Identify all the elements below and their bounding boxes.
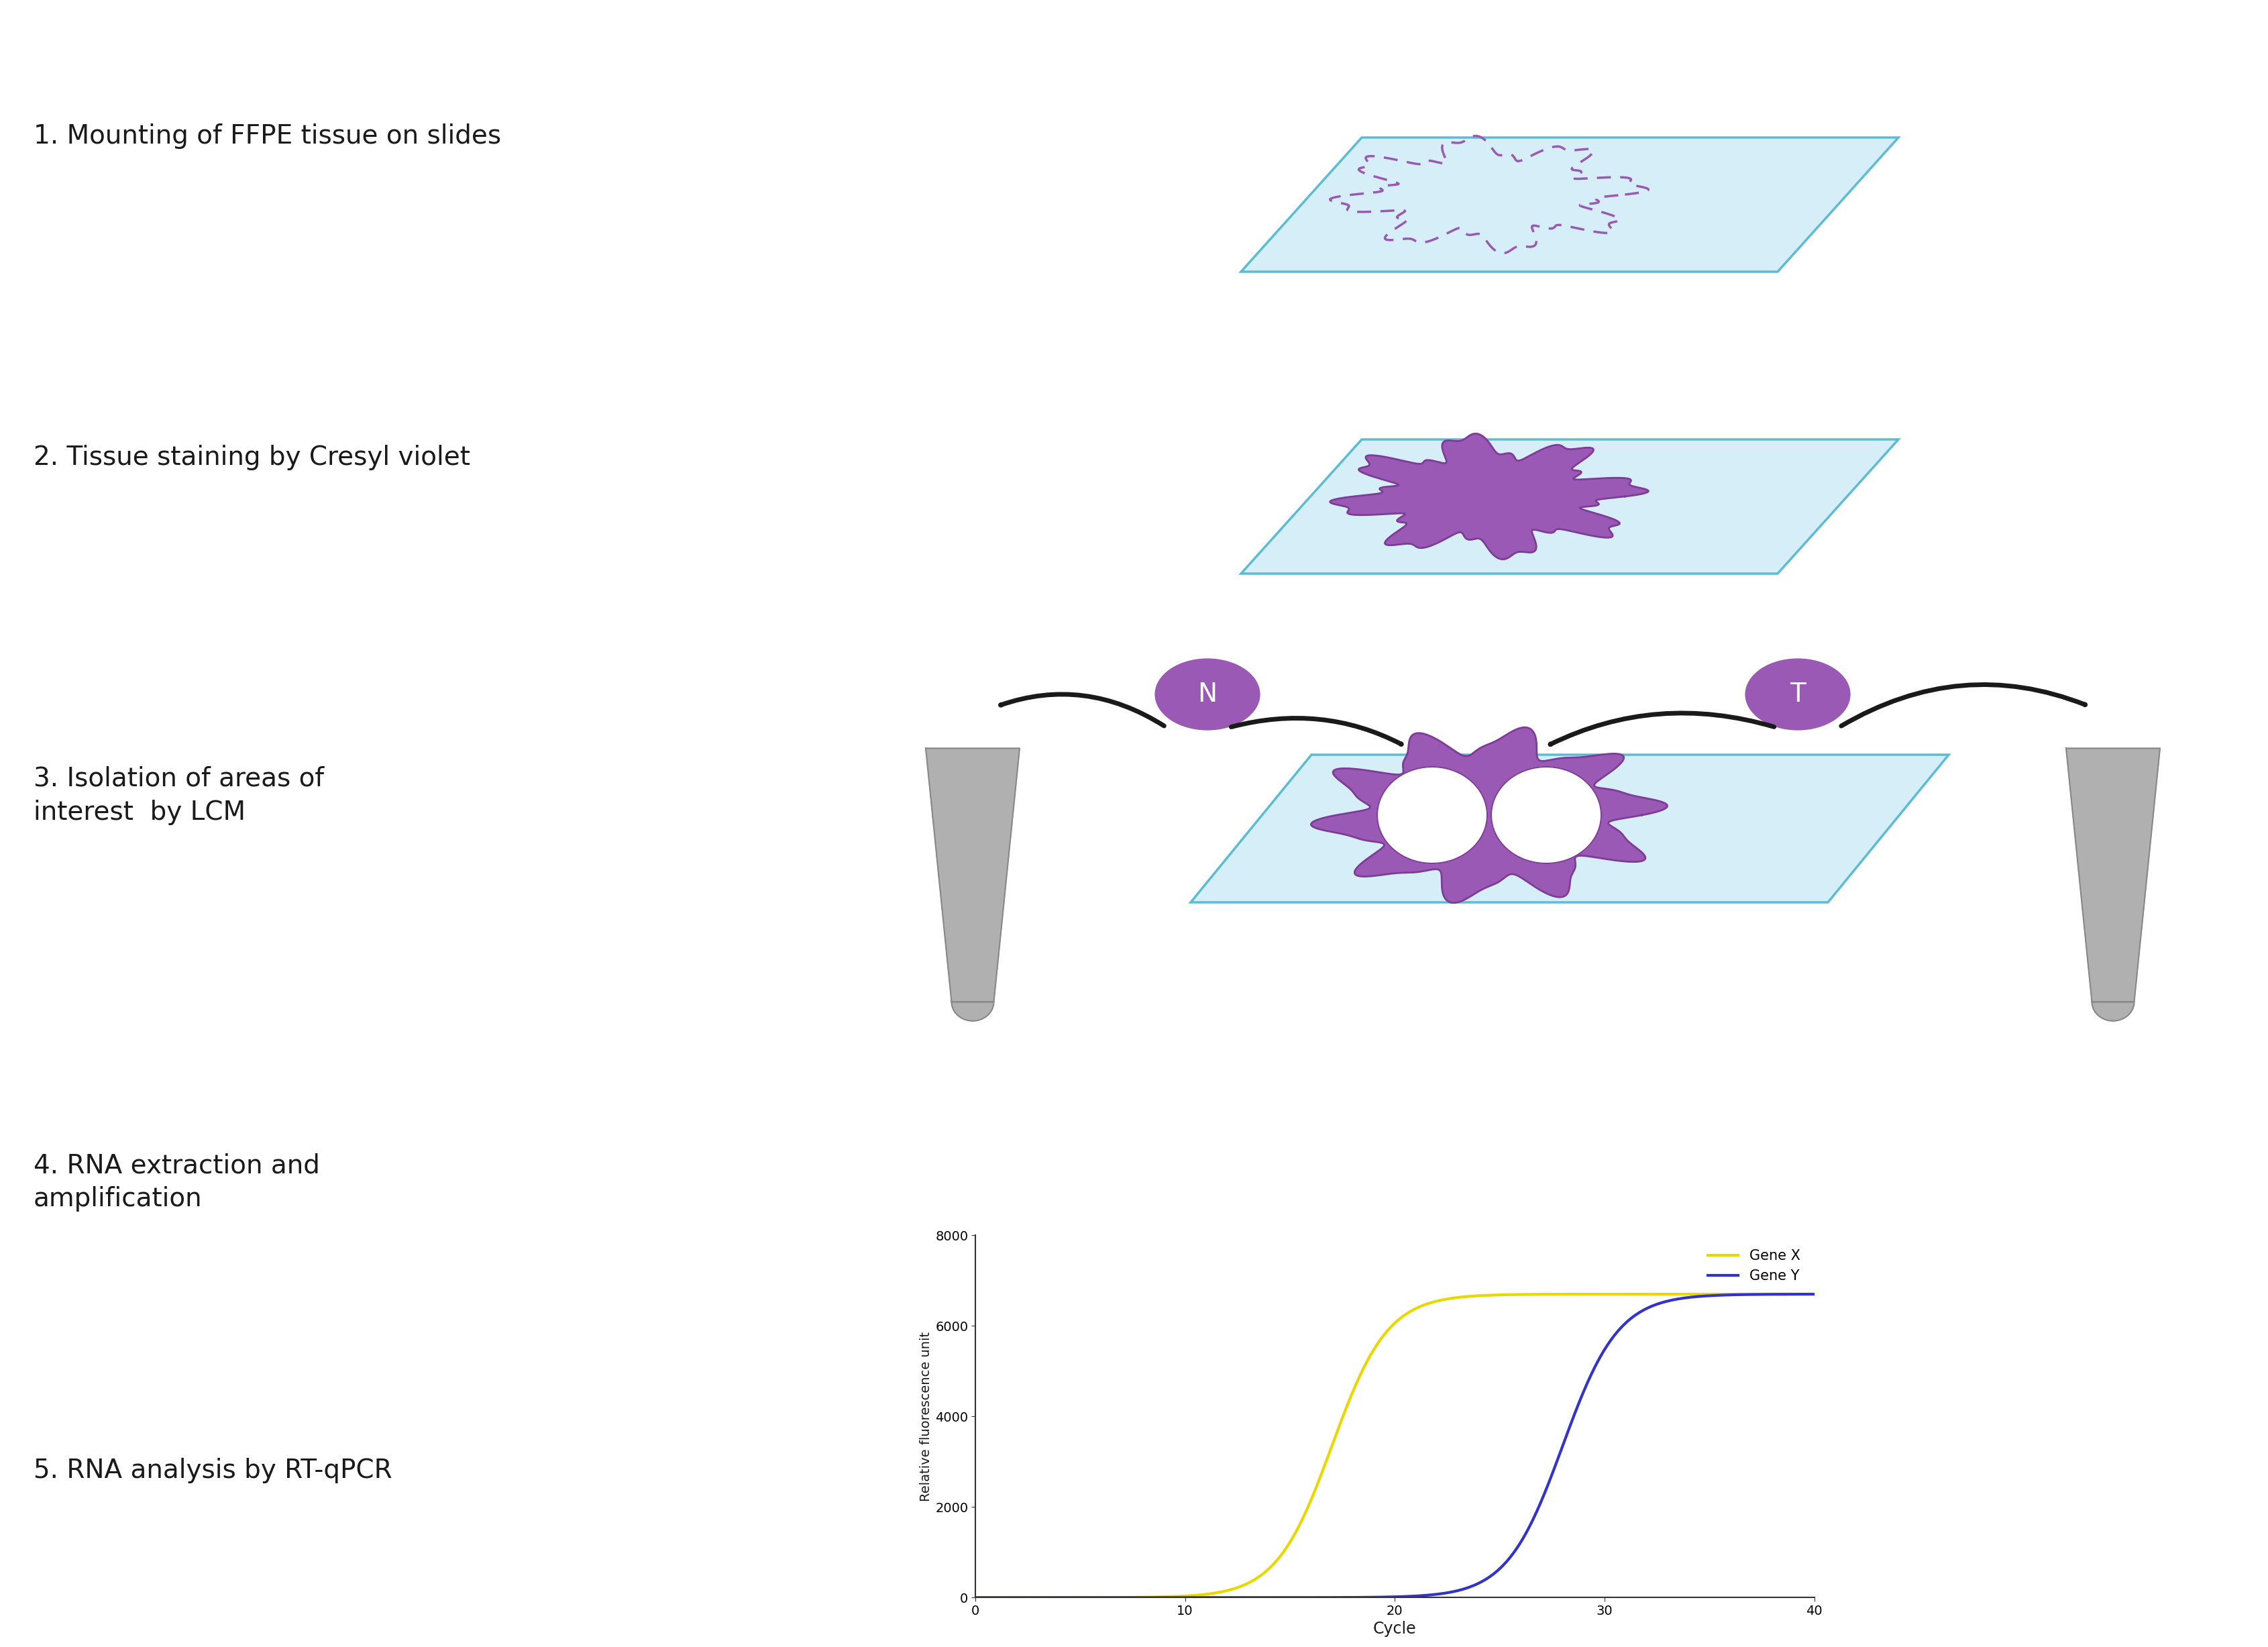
Gene Y: [962, 1588, 989, 1607]
Polygon shape: [1241, 440, 1898, 573]
Gene X: [1490, 1285, 1517, 1304]
Polygon shape: [1191, 754, 1948, 903]
Gene Y: [1490, 1555, 1517, 1575]
Text: 2. Tissue staining by Cresyl violet: 2. Tissue staining by Cresyl violet: [34, 445, 469, 469]
Text: N: N: [1198, 682, 1218, 707]
Gene X: [962, 1588, 989, 1607]
Gene X: [1801, 1285, 1828, 1304]
Polygon shape: [925, 748, 1021, 1001]
Gene X: [1572, 1285, 1599, 1304]
Ellipse shape: [1744, 657, 1851, 731]
Polygon shape: [2091, 1001, 2134, 1021]
FancyArrowPatch shape: [1842, 685, 2084, 726]
Polygon shape: [1329, 433, 1649, 560]
Polygon shape: [953, 1001, 993, 1021]
Text: 4. RNA extraction and
amplification: 4. RNA extraction and amplification: [34, 1153, 320, 1212]
Text: 1. Mounting of FFPE tissue on slides: 1. Mounting of FFPE tissue on slides: [34, 124, 501, 148]
Polygon shape: [1311, 728, 1667, 903]
Gene Y: [1064, 1588, 1091, 1607]
Gene X: [1064, 1588, 1091, 1607]
FancyArrowPatch shape: [1551, 713, 1774, 744]
Gene X: [1295, 1499, 1322, 1519]
Polygon shape: [1492, 768, 1601, 863]
Gene Y: [1295, 1588, 1322, 1607]
Legend: Gene X, Gene Y: Gene X, Gene Y: [1701, 1242, 1808, 1290]
Gene Y: [1572, 1379, 1599, 1398]
Y-axis label: Relative fluorescence unit: Relative fluorescence unit: [921, 1331, 932, 1502]
Gene X: [1236, 1573, 1263, 1593]
Polygon shape: [1377, 768, 1488, 863]
Gene Y: [1236, 1588, 1263, 1607]
Line: Gene Y: Gene Y: [975, 1295, 1814, 1598]
Ellipse shape: [1154, 657, 1261, 731]
FancyArrowPatch shape: [1232, 718, 1402, 744]
Gene X: [1567, 1285, 1594, 1304]
Polygon shape: [1241, 138, 1898, 272]
X-axis label: Cycle: Cycle: [1372, 1621, 1418, 1637]
Text: 3. Isolation of areas of
interest  by LCM: 3. Isolation of areas of interest by LCM: [34, 766, 324, 825]
Line: Gene X: Gene X: [975, 1295, 1814, 1598]
Gene Y: [1567, 1388, 1594, 1408]
FancyArrowPatch shape: [1000, 695, 1163, 726]
Gene Y: [1801, 1285, 1828, 1304]
Text: 5. RNA analysis by RT-qPCR: 5. RNA analysis by RT-qPCR: [34, 1458, 392, 1482]
Polygon shape: [2066, 748, 2159, 1001]
Text: T: T: [1789, 682, 1805, 707]
